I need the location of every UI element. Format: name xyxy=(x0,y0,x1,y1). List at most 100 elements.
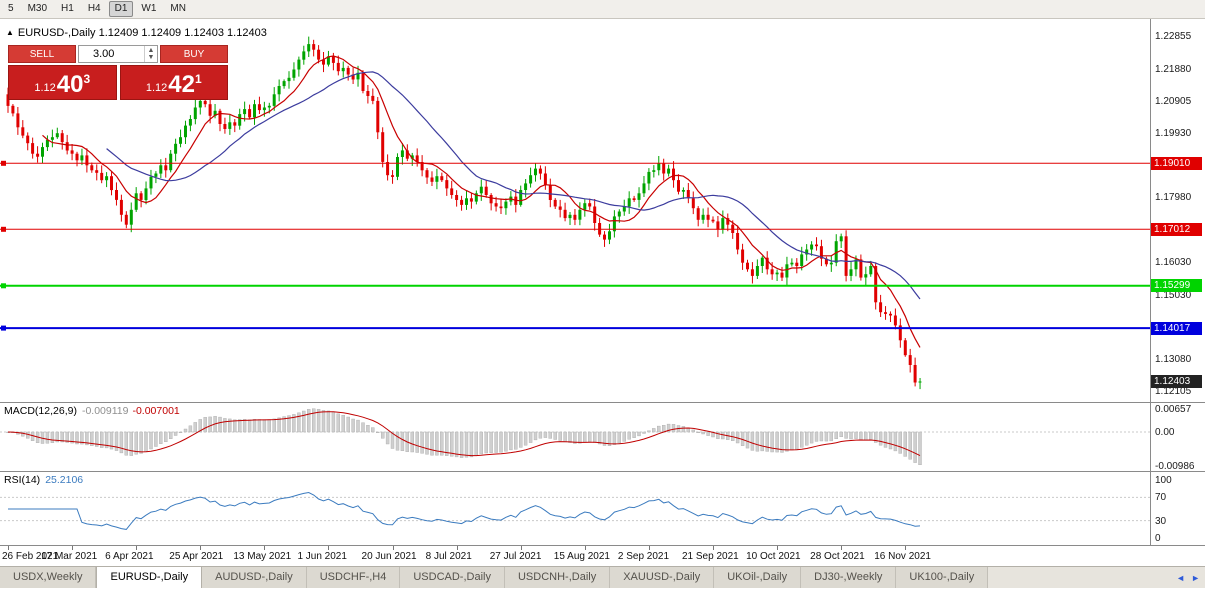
timeframe-button-w1[interactable]: W1 xyxy=(135,1,162,17)
volume-input[interactable] xyxy=(79,46,144,62)
rsi-axis: 100 70 30 0 xyxy=(1150,472,1205,545)
macd-signal-line xyxy=(7,411,921,457)
date-tick xyxy=(905,546,907,550)
last-price-badge: 1.12403 xyxy=(1151,374,1202,388)
tab-scroll-arrows: ◄ ► xyxy=(1176,567,1200,589)
date-label: 6 Apr 2021 xyxy=(105,551,154,562)
date-tick xyxy=(200,546,202,550)
scroll-left-icon[interactable]: ◄ xyxy=(1176,572,1186,583)
date-label: 21 Sep 2021 xyxy=(681,551,739,562)
date-label: 25 Apr 2021 xyxy=(169,551,224,562)
date-tick xyxy=(72,546,74,550)
price-chart-panel: 1.228551.218801.209051.199301.189551.179… xyxy=(0,19,1205,402)
price-tick-label: 1.17980 xyxy=(1155,192,1192,204)
rsi-axis-label: 0 xyxy=(1155,533,1161,544)
date-tick xyxy=(392,546,394,550)
hline-handle-icon xyxy=(1,160,6,166)
rsi-axis-label: 70 xyxy=(1155,492,1167,504)
volume-down-icon[interactable]: ▼ xyxy=(147,54,155,61)
macd-axis-label: -0.00986 xyxy=(1155,460,1195,472)
macd-chart[interactable] xyxy=(0,403,1150,472)
date-label: 10 Oct 2021 xyxy=(746,551,801,562)
timeframe-button-mn[interactable]: MN xyxy=(164,1,192,17)
buy-price-main: 42 xyxy=(168,71,195,98)
rsi-axis-label: 30 xyxy=(1155,515,1167,527)
chart-tab-usdcad-daily[interactable]: USDCAD-,Daily xyxy=(400,567,505,588)
date-axis: 26 Feb 2021 17 Mar 2021 6 Apr 2021 25 Apr 2… xyxy=(0,545,1205,566)
price-tick-label: 1.13080 xyxy=(1155,354,1192,366)
hline-price-badge: 1.14017 xyxy=(1151,321,1202,335)
volume-up-icon[interactable]: ▲ xyxy=(147,47,155,54)
hline-price-badge: 1.19010 xyxy=(1151,156,1202,170)
candlestick-chart[interactable] xyxy=(0,19,1150,402)
chart-tab-usdchf-h4[interactable]: USDCHF-,H4 xyxy=(306,567,401,588)
price-tick-label: 1.12105 xyxy=(1155,386,1192,398)
rsi-value: 25.2106 xyxy=(45,474,84,486)
price-tick-label: 1.21880 xyxy=(1155,63,1192,75)
sell-price-prefix: 1.12 xyxy=(34,82,56,94)
sell-price[interactable]: 1.12 40 3 xyxy=(8,65,117,100)
one-click-collapse-icon[interactable]: ▲ xyxy=(6,28,14,37)
macd-main-value: -0.009119 xyxy=(81,405,129,417)
chart-title: ▲ EURUSD-,Daily 1.12409 1.12409 1.12403 … xyxy=(6,27,267,39)
ma-slow-line xyxy=(106,71,921,300)
hline-handle-icon xyxy=(1,283,6,289)
timeframe-button-5[interactable]: 5 xyxy=(2,1,20,17)
rsi-chart[interactable] xyxy=(0,472,1150,546)
price-tick-label: 1.20905 xyxy=(1155,95,1192,107)
chart-tab-audusd-daily[interactable]: AUDUSD-,Daily xyxy=(202,567,307,588)
chart-tab-dj30-weekly[interactable]: DJ30-,Weekly xyxy=(801,567,897,588)
date-tick xyxy=(584,546,586,550)
sell-price-main: 40 xyxy=(56,71,84,98)
buy-price-prefix: 1.12 xyxy=(145,82,168,94)
date-label: 17 Mar 2021 xyxy=(41,551,98,562)
ma-fast-line xyxy=(42,55,921,348)
chart-tab-usdcnh-daily[interactable]: USDCNH-,Daily xyxy=(504,567,611,588)
macd-signal-value: -0.007001 xyxy=(132,405,180,417)
timeframe-button-d1[interactable]: D1 xyxy=(108,1,134,17)
macd-axis: 0.00657 0.00 -0.00986 xyxy=(1150,403,1205,472)
chart-tab-ukoil-daily[interactable]: UKOil-,Daily xyxy=(714,567,802,588)
price-tick-label: 1.15030 xyxy=(1155,289,1192,301)
hline-handle-icon xyxy=(1,325,6,331)
timeframe-button-m30[interactable]: M30 xyxy=(22,1,53,17)
chart-tab-eurusd-daily[interactable]: EURUSD-,Daily xyxy=(96,567,203,588)
chart-title-text: EURUSD-,Daily 1.12409 1.12409 1.12403 1.… xyxy=(17,27,267,39)
date-label: 8 Jul 2021 xyxy=(425,551,472,562)
sell-button[interactable]: SELL xyxy=(8,45,76,63)
macd-label: MACD(12,26,9) -0.009119 -0.007001 xyxy=(4,405,180,417)
price-tick-label: 1.22855 xyxy=(1155,31,1192,43)
hline-price-badge: 1.17012 xyxy=(1151,222,1202,236)
date-label: 16 Nov 2021 xyxy=(874,551,931,562)
chart-tab-xauusd-daily[interactable]: XAUUSD-,Daily xyxy=(610,567,715,588)
date-label: 28 Oct 2021 xyxy=(810,551,865,562)
chart-tabs: USDX,Weekly EURUSD-,Daily AUDUSD-,Daily USD… xyxy=(0,567,989,588)
timeframe-button-h1[interactable]: H1 xyxy=(55,1,80,17)
date-label: 13 May 2021 xyxy=(233,551,292,562)
buy-button[interactable]: BUY xyxy=(160,45,228,63)
macd-panel: 0.00657 0.00 -0.00986 MACD(12,26,9) -0.0091… xyxy=(0,402,1205,472)
date-tick xyxy=(264,546,266,550)
macd-axis-label: 0.00657 xyxy=(1155,404,1192,416)
date-label: 1 Jun 2021 xyxy=(297,551,347,562)
rsi-line xyxy=(8,491,921,530)
chart-tab-uk100-daily[interactable]: UK100-,Daily xyxy=(896,567,989,588)
date-tick xyxy=(328,546,330,550)
chart-tab-bar: USDX,Weekly EURUSD-,Daily AUDUSD-,Daily USD… xyxy=(0,566,1205,588)
date-label: 2 Sep 2021 xyxy=(617,551,670,562)
date-tick xyxy=(456,546,458,550)
date-tick xyxy=(777,546,779,550)
date-tick xyxy=(136,546,138,550)
buy-price[interactable]: 1.12 42 1 xyxy=(119,65,228,100)
timeframe-button-h4[interactable]: H4 xyxy=(82,1,107,17)
volume-box: ▲ ▼ xyxy=(78,45,158,63)
buy-price-sup: 1 xyxy=(194,72,202,86)
hline-handle-icon xyxy=(1,226,6,232)
price-tick-label: 1.16030 xyxy=(1155,256,1192,268)
chart-tab-usdx-weekly[interactable]: USDX,Weekly xyxy=(0,567,97,588)
price-axis: 1.228551.218801.209051.199301.189551.179… xyxy=(1150,19,1205,402)
hline-price-badge: 1.15299 xyxy=(1151,279,1202,293)
scroll-right-icon[interactable]: ► xyxy=(1191,572,1200,583)
